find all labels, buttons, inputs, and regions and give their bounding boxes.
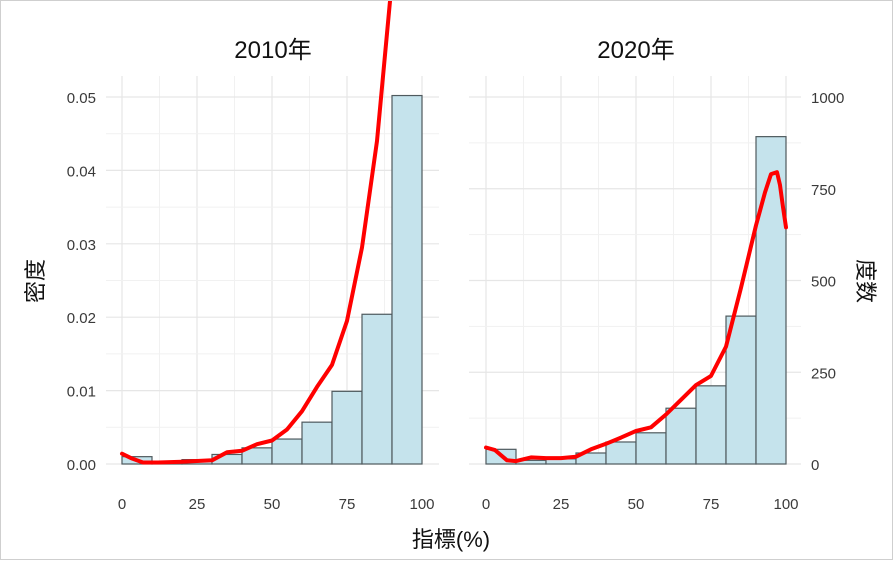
y-tick-label-right: 250 [811, 365, 836, 382]
y-tick-label-left: 0.05 [67, 90, 96, 107]
x-tick-label: 75 [339, 496, 356, 513]
x-tick-label: 50 [628, 496, 645, 513]
y-tick-label-left: 0.02 [67, 310, 96, 327]
x-tick-label: 0 [118, 496, 126, 513]
x-tick-label: 0 [482, 496, 490, 513]
x-tick-label: 100 [409, 496, 434, 513]
histogram-bar [331, 390, 363, 465]
x-tick-label: 100 [773, 496, 798, 513]
y-tick-label-left: 0.04 [67, 163, 96, 180]
x-tick-label: 50 [264, 496, 281, 513]
tick-layer: 0 25 50 75 100 0 25 50 75 1000.000.010.020.030.04… [67, 90, 845, 513]
histogram-bar [301, 421, 333, 465]
panel-title-2010: 2010年 [234, 37, 311, 64]
y-tick-label-left: 0.03 [67, 237, 96, 254]
x-tick-label: 25 [553, 496, 570, 513]
x-tick-label: 75 [703, 496, 720, 513]
density-curve [120, 1, 393, 465]
histogram-bar [271, 438, 303, 465]
histogram-bar [391, 94, 423, 465]
curve-layer [120, 1, 788, 465]
bars-layer [121, 94, 787, 465]
histogram-bar [635, 432, 667, 465]
y-tick-label-right: 0 [811, 457, 819, 474]
y-tick-label-left: 0.01 [67, 384, 96, 401]
y-tick-label-right: 500 [811, 274, 836, 291]
x-tick-label: 25 [189, 496, 206, 513]
x-axis-title: 指標(%) [412, 527, 490, 552]
density-curve [484, 170, 788, 464]
panel-title-2020: 2020年 [597, 37, 674, 64]
y-tick-label-right: 750 [811, 182, 836, 199]
y-tick-label-left: 0.00 [67, 457, 96, 474]
histogram-bar [665, 407, 697, 465]
histogram-bar [605, 441, 637, 465]
histogram-bar [361, 313, 393, 465]
histogram-bar [695, 385, 727, 465]
y-tick-label-right: 1000 [811, 90, 844, 107]
histogram-bar [725, 315, 757, 465]
y-axis-title-right: 度数 [853, 259, 878, 303]
y-axis-title-left: 密度 [23, 259, 48, 303]
